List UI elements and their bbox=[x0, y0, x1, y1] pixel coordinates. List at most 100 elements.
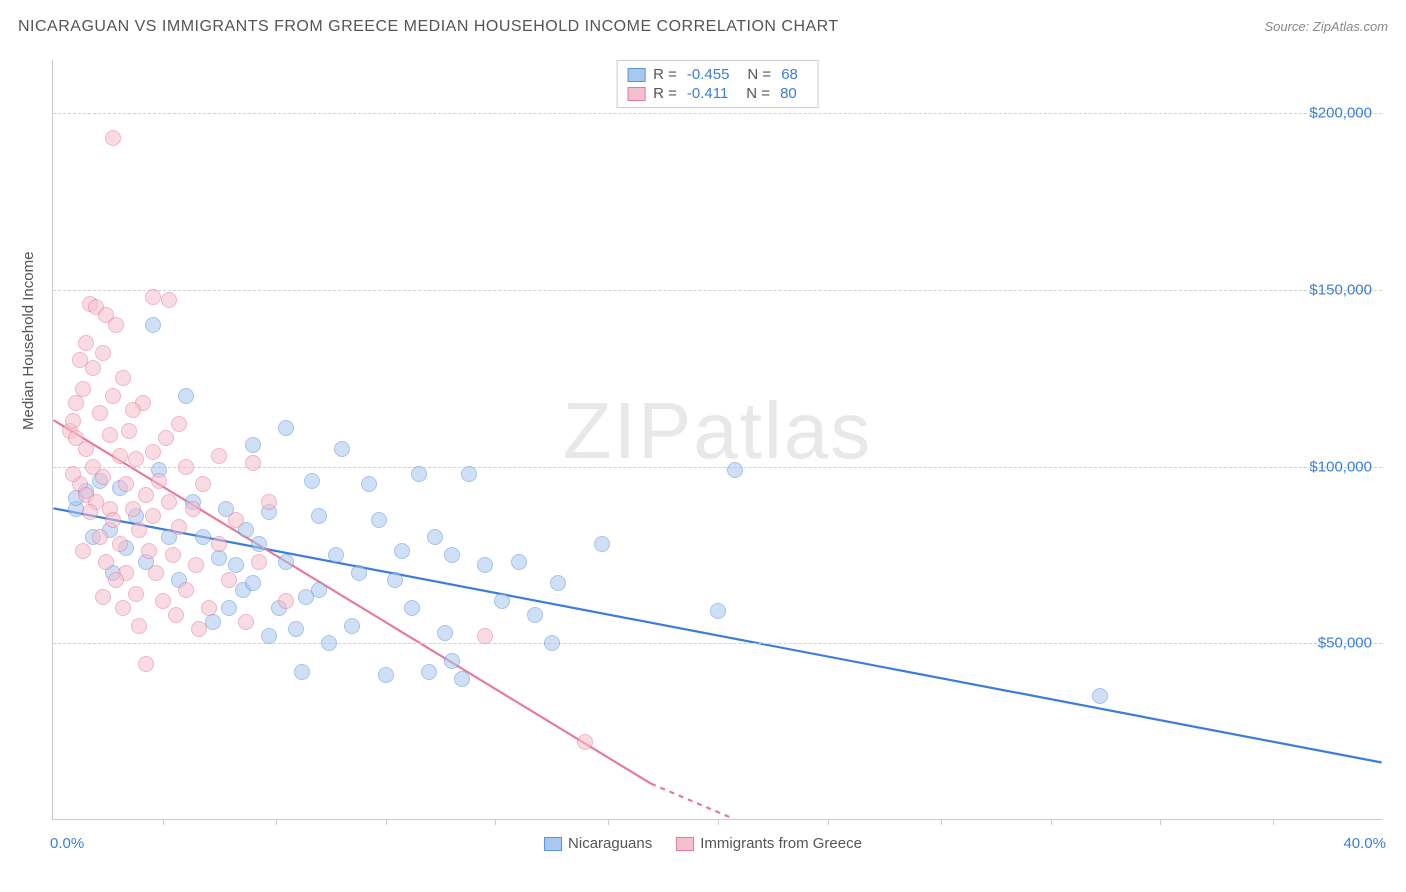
point-greece bbox=[171, 416, 187, 432]
point-greece bbox=[65, 466, 81, 482]
grid-line bbox=[53, 113, 1382, 114]
point-nicaraguans bbox=[245, 575, 261, 591]
point-greece bbox=[78, 335, 94, 351]
point-nicaraguans bbox=[361, 476, 377, 492]
point-nicaraguans bbox=[1092, 688, 1108, 704]
point-greece bbox=[221, 572, 237, 588]
point-greece bbox=[92, 529, 108, 545]
x-tick bbox=[718, 819, 719, 825]
n-label-1: N = bbox=[747, 66, 771, 83]
point-nicaraguans bbox=[294, 664, 310, 680]
x-tick bbox=[941, 819, 942, 825]
point-greece bbox=[138, 487, 154, 503]
point-greece bbox=[138, 656, 154, 672]
point-nicaraguans bbox=[245, 437, 261, 453]
point-nicaraguans bbox=[261, 628, 277, 644]
point-nicaraguans bbox=[221, 600, 237, 616]
point-nicaraguans bbox=[437, 625, 453, 641]
x-tick bbox=[1051, 819, 1052, 825]
chart-container: NICARAGUAN VS IMMIGRANTS FROM GREECE MED… bbox=[0, 0, 1406, 892]
grid-line bbox=[53, 290, 1382, 291]
x-tick bbox=[828, 819, 829, 825]
point-greece bbox=[245, 455, 261, 471]
swatch-series-2 bbox=[627, 87, 645, 101]
point-nicaraguans bbox=[178, 388, 194, 404]
r-label-2: R = bbox=[653, 85, 677, 102]
point-nicaraguans bbox=[444, 547, 460, 563]
y-tick-label: $200,000 bbox=[1309, 105, 1372, 122]
point-greece bbox=[211, 448, 227, 464]
point-greece bbox=[477, 628, 493, 644]
legend-swatch-2 bbox=[676, 837, 694, 851]
point-nicaraguans bbox=[427, 529, 443, 545]
point-greece bbox=[128, 586, 144, 602]
watermark-bold: ZIP bbox=[563, 385, 693, 474]
grid-line bbox=[53, 643, 1382, 644]
watermark: ZIPatlas bbox=[563, 384, 872, 476]
legend-item-2: Immigrants from Greece bbox=[676, 835, 862, 852]
legend-row-1: R = -0.455 N = 68 bbox=[627, 65, 808, 84]
point-greece bbox=[148, 565, 164, 581]
point-greece bbox=[105, 388, 121, 404]
point-nicaraguans bbox=[477, 557, 493, 573]
point-nicaraguans bbox=[211, 550, 227, 566]
point-greece bbox=[65, 413, 81, 429]
point-greece bbox=[125, 402, 141, 418]
point-greece bbox=[195, 476, 211, 492]
x-tick bbox=[386, 819, 387, 825]
legend-row-2: R = -0.411 N = 80 bbox=[627, 84, 808, 103]
point-greece bbox=[78, 441, 94, 457]
point-greece bbox=[112, 536, 128, 552]
correlation-legend: R = -0.455 N = 68 R = -0.411 N = 80 bbox=[616, 60, 819, 108]
point-greece bbox=[75, 543, 91, 559]
point-greece bbox=[98, 554, 114, 570]
legend-item-1: Nicaraguans bbox=[544, 835, 652, 852]
point-greece bbox=[178, 459, 194, 475]
point-nicaraguans bbox=[550, 575, 566, 591]
point-nicaraguans bbox=[304, 473, 320, 489]
n-value-2: 80 bbox=[780, 85, 797, 102]
point-nicaraguans bbox=[404, 600, 420, 616]
point-greece bbox=[112, 448, 128, 464]
y-tick-label: $50,000 bbox=[1318, 635, 1372, 652]
point-nicaraguans bbox=[278, 554, 294, 570]
point-greece bbox=[131, 522, 147, 538]
regression-line bbox=[651, 784, 734, 819]
point-greece bbox=[115, 600, 131, 616]
r-label-1: R = bbox=[653, 66, 677, 83]
y-tick-label: $100,000 bbox=[1309, 458, 1372, 475]
point-greece bbox=[145, 289, 161, 305]
point-greece bbox=[82, 504, 98, 520]
point-greece bbox=[108, 317, 124, 333]
point-greece bbox=[261, 494, 277, 510]
legend-swatch-1 bbox=[544, 837, 562, 851]
legend-label-1: Nicaraguans bbox=[568, 835, 652, 852]
point-greece bbox=[178, 582, 194, 598]
point-greece bbox=[131, 618, 147, 634]
point-greece bbox=[95, 345, 111, 361]
r-value-2: -0.411 bbox=[687, 85, 728, 102]
point-greece bbox=[68, 395, 84, 411]
chart-title: NICARAGUAN VS IMMIGRANTS FROM GREECE MED… bbox=[18, 18, 839, 36]
point-greece bbox=[211, 536, 227, 552]
point-greece bbox=[115, 370, 131, 386]
watermark-light: atlas bbox=[693, 385, 872, 474]
y-tick-label: $150,000 bbox=[1309, 281, 1372, 298]
point-nicaraguans bbox=[511, 554, 527, 570]
point-greece bbox=[118, 476, 134, 492]
header: NICARAGUAN VS IMMIGRANTS FROM GREECE MED… bbox=[18, 18, 1388, 36]
point-nicaraguans bbox=[387, 572, 403, 588]
point-nicaraguans bbox=[145, 317, 161, 333]
point-greece bbox=[95, 469, 111, 485]
point-greece bbox=[168, 607, 184, 623]
point-nicaraguans bbox=[195, 529, 211, 545]
point-nicaraguans bbox=[298, 589, 314, 605]
point-nicaraguans bbox=[351, 565, 367, 581]
x-tick bbox=[495, 819, 496, 825]
point-nicaraguans bbox=[461, 466, 477, 482]
point-greece bbox=[151, 473, 167, 489]
point-greece bbox=[191, 621, 207, 637]
point-greece bbox=[145, 444, 161, 460]
point-greece bbox=[165, 547, 181, 563]
point-greece bbox=[188, 557, 204, 573]
